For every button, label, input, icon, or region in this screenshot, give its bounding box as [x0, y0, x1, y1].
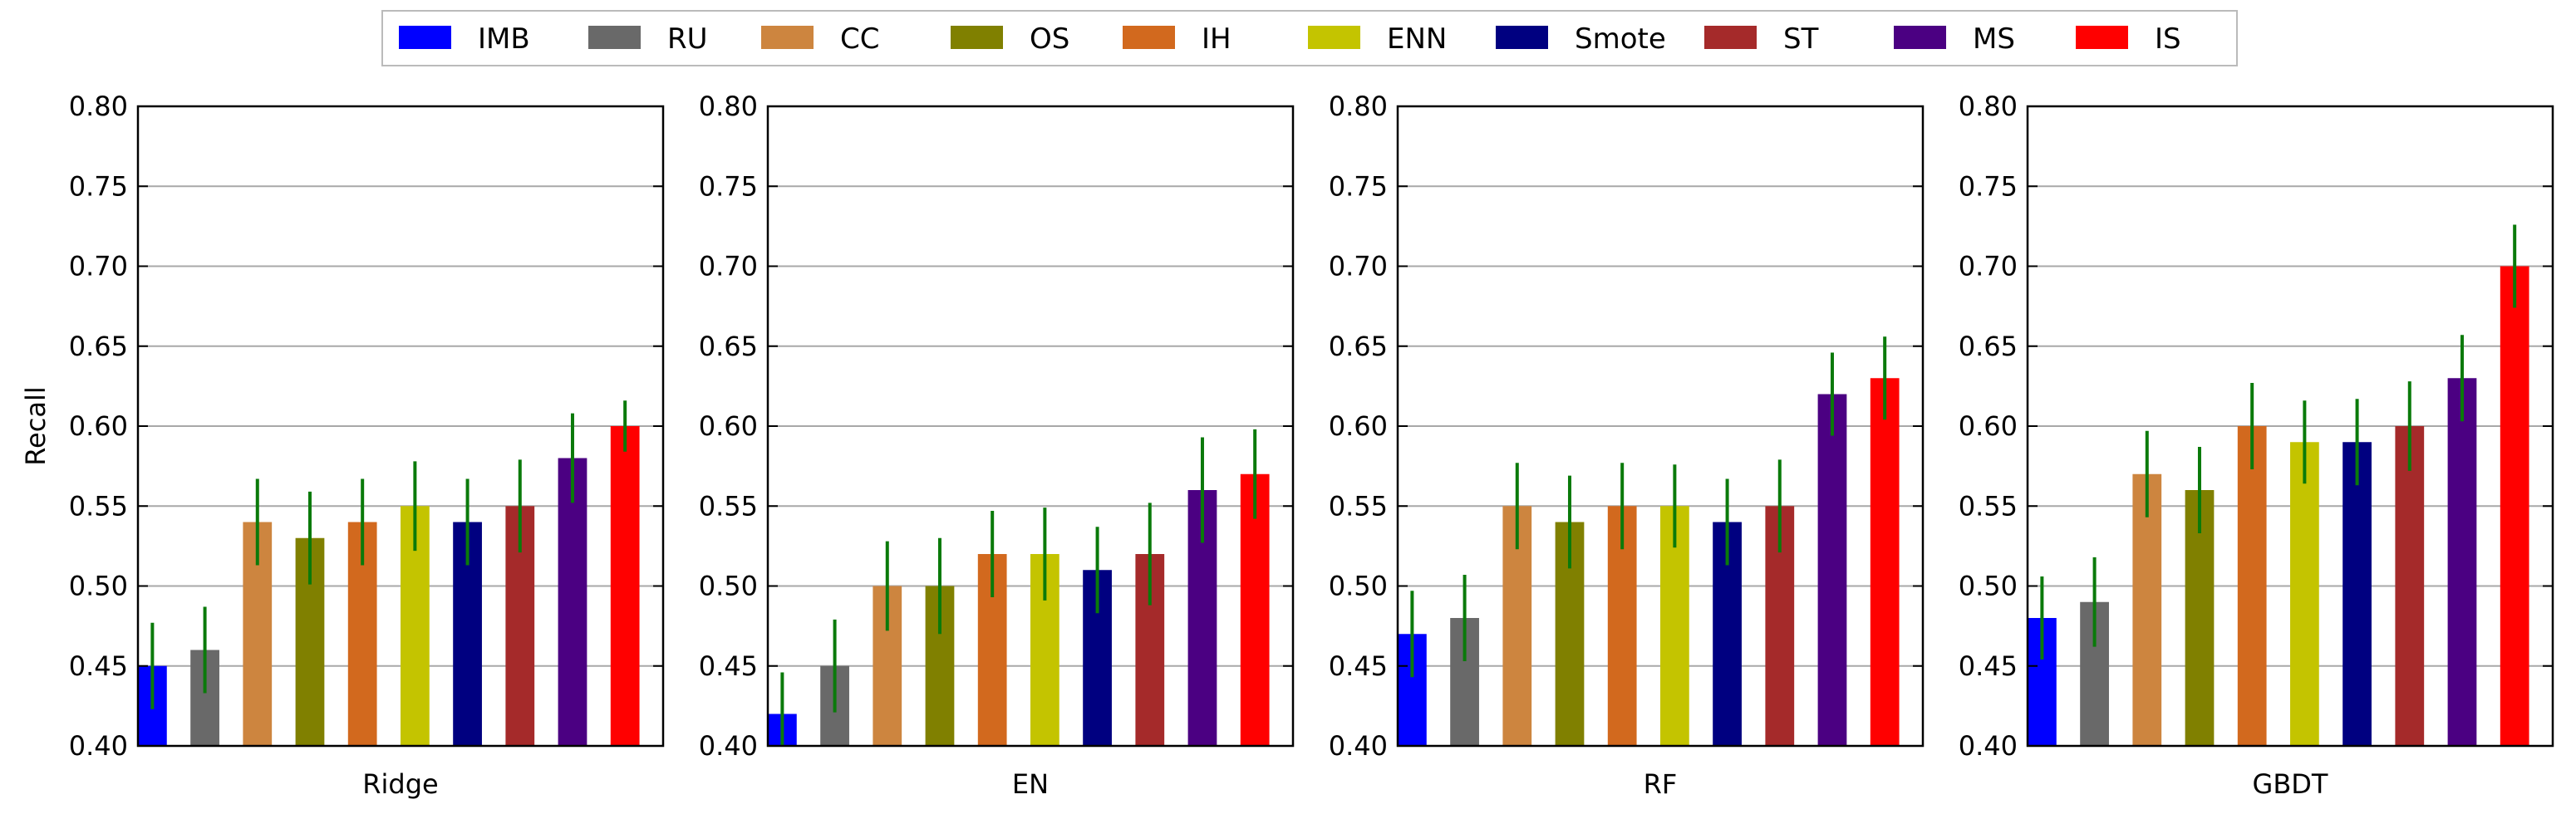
bar-smote [2342, 442, 2372, 746]
y-tick-label: 0.55 [1959, 490, 2018, 522]
legend-swatch [761, 26, 814, 49]
y-tick-label: 0.65 [699, 331, 758, 362]
legend-swatch [1894, 26, 1946, 49]
y-axis-label: Recall [20, 386, 52, 465]
legend-label: ENN [1387, 22, 1447, 56]
x-axis-label: Ridge [362, 768, 438, 800]
bar-ms [1817, 394, 1847, 746]
y-tick-label: 0.60 [1959, 410, 2018, 442]
subplot-en: 0.40 0.45 0.50 0.55 0.60 0.65 0.70 0.75 0.80 EN [699, 91, 1295, 800]
y-tick-label: 0.50 [1329, 571, 1388, 602]
legend-swatch [399, 26, 451, 49]
legend-label: OS [1030, 22, 1069, 56]
bar-ms [558, 458, 587, 746]
y-tick-label: 0.70 [1959, 251, 2018, 282]
y-tick-label: 0.45 [69, 650, 128, 682]
panels: 0.40 0.45 0.50 0.55 0.60 0.65 0.70 0.75 0.80 Ridg… [20, 91, 2554, 800]
y-tick-label: 0.40 [69, 730, 128, 762]
legend-label: IH [1202, 22, 1231, 56]
bar-ms [2447, 378, 2477, 746]
y-tick-label: 0.70 [1329, 251, 1388, 282]
x-axis-label: EN [1012, 768, 1049, 800]
subplot-ridge: 0.40 0.45 0.50 0.55 0.60 0.65 0.70 0.75 0.80 Ridg… [69, 91, 665, 800]
y-tick-label: 0.75 [69, 170, 128, 202]
y-tick-label: 0.50 [699, 571, 758, 602]
bar-is [610, 426, 640, 746]
bar-is [2500, 266, 2529, 746]
y-tick-label: 0.40 [1959, 730, 2018, 762]
subplot-gbdt: 0.40 0.45 0.50 0.55 0.60 0.65 0.70 0.75 0.80 GBDT [1959, 91, 2554, 800]
y-tick-label: 0.80 [1329, 91, 1388, 122]
y-tick-label: 0.55 [699, 490, 758, 522]
y-tick-label: 0.75 [1959, 170, 2018, 202]
bar-enn [2290, 442, 2319, 746]
bar-ih [2237, 426, 2267, 746]
y-tick-label: 0.80 [1959, 91, 2018, 122]
x-axis-label: RF [1644, 768, 1678, 800]
y-tick-label: 0.50 [69, 571, 128, 602]
y-tick-label: 0.70 [699, 251, 758, 282]
legend-swatch [1308, 26, 1360, 49]
bar-cc [2132, 473, 2162, 746]
legend-label: ST [1783, 22, 1819, 56]
y-tick-label: 0.40 [699, 730, 758, 762]
bar-is [1870, 378, 1900, 746]
legend: IMB RU CC OS IH ENN Smote ST MS IS [381, 10, 2238, 66]
y-tick-label: 0.55 [1329, 490, 1388, 522]
legend-label: RU [667, 22, 708, 56]
y-tick-label: 0.55 [69, 490, 128, 522]
legend-swatch [1496, 26, 1548, 49]
legend-label: IMB [478, 22, 530, 56]
legend-label: IS [2155, 22, 2181, 56]
y-tick-label: 0.65 [1959, 331, 2018, 362]
subplot-rf: 0.40 0.45 0.50 0.55 0.60 0.65 0.70 0.75 0.80 RF [1329, 91, 1925, 800]
y-tick-label: 0.50 [1959, 571, 2018, 602]
legend-label: CC [840, 22, 879, 56]
y-tick-label: 0.75 [1329, 170, 1388, 202]
y-tick-label: 0.70 [69, 251, 128, 282]
y-tick-label: 0.40 [1329, 730, 1388, 762]
y-tick-label: 0.45 [1329, 650, 1388, 682]
y-tick-label: 0.65 [1329, 331, 1388, 362]
y-tick-label: 0.80 [699, 91, 758, 122]
y-tick-label: 0.65 [69, 331, 128, 362]
bar-st [2395, 426, 2425, 746]
y-tick-label: 0.60 [699, 410, 758, 442]
legend-swatch [2076, 26, 2128, 49]
legend-swatch [951, 26, 1003, 49]
y-tick-label: 0.45 [699, 650, 758, 682]
legend-swatch [588, 26, 641, 49]
y-tick-label: 0.60 [69, 410, 128, 442]
y-tick-label: 0.75 [699, 170, 758, 202]
y-tick-label: 0.45 [1959, 650, 2018, 682]
y-tick-label: 0.60 [1329, 410, 1388, 442]
x-axis-label: GBDT [2253, 768, 2328, 800]
legend-label: Smote [1575, 22, 1666, 56]
bar-is [1240, 473, 1270, 746]
legend-swatch [1704, 26, 1757, 49]
legend-label: MS [1973, 22, 2015, 56]
legend-swatch [1123, 26, 1175, 49]
y-tick-label: 0.80 [69, 91, 128, 122]
